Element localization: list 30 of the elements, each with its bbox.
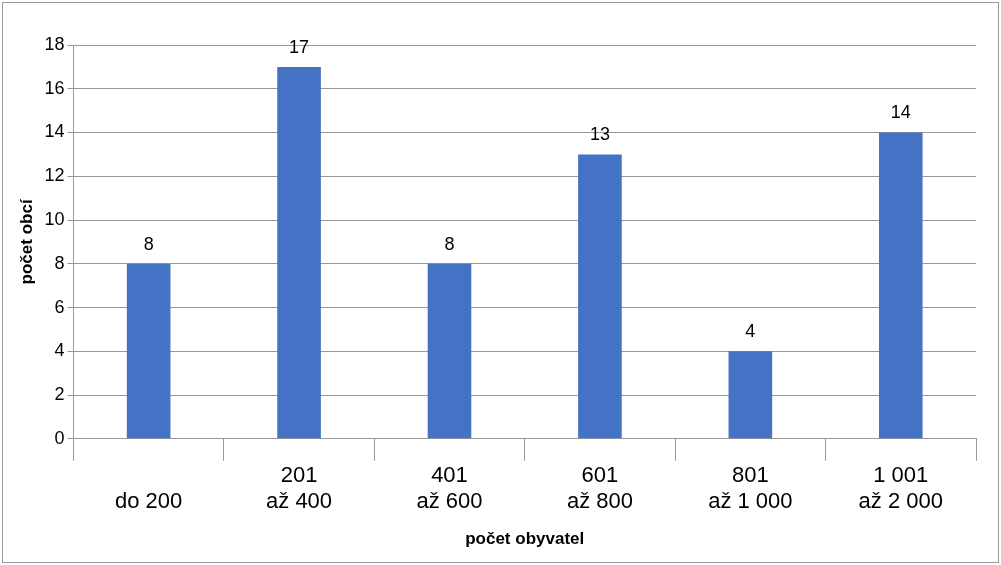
y-tick-label: 0 [54,427,65,448]
bar [427,263,472,439]
data-label: 14 [890,102,911,123]
data-label: 8 [143,233,154,254]
bar [277,66,321,439]
bar [578,154,622,439]
x-tick-label: 401 až 600 [416,462,483,514]
x-tick-label: do 200 [114,488,183,514]
x-tick-label: 801 až 1 000 [708,462,793,514]
y-tick-label: 6 [54,296,65,317]
y-tick-label: 14 [44,121,65,142]
y-axis-title: počet obcí [16,198,36,285]
y-tick-label: 16 [44,77,65,98]
y-tick-label: 12 [44,165,65,186]
bar [878,132,923,439]
y-tick-label: 8 [54,252,65,273]
bar [728,351,773,439]
bar [126,263,171,439]
y-tick-label: 2 [54,384,65,405]
x-axis-title: počet obyvatel [465,529,585,549]
y-tick-label: 18 [44,33,65,54]
data-label: 13 [589,124,610,145]
x-tick-label: 601 až 800 [566,462,633,514]
x-tick-label: 201 až 400 [266,462,333,514]
y-tick-label: 10 [44,208,65,229]
data-label: 17 [289,36,310,57]
data-label: 8 [444,233,455,254]
data-label: 4 [745,321,756,342]
x-tick-label: 1 001 až 2 000 [858,462,943,514]
y-tick-label: 4 [54,340,65,361]
